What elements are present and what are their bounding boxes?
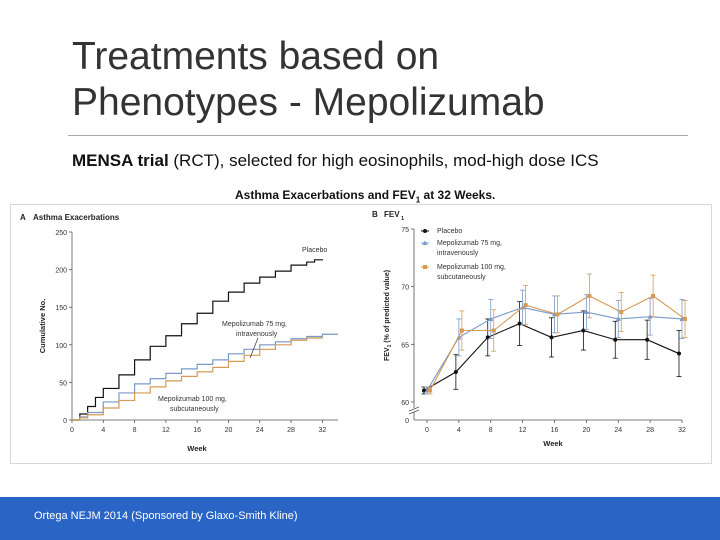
slide-title-line-2: Phenotypes - Mepolizumab [72, 81, 545, 124]
panel-b-point [555, 312, 560, 317]
panel-b-point [523, 303, 528, 308]
panel-b-axis-break-1 [408, 406, 420, 412]
panel-b-y-label: FEV1 (% of predicted value) [384, 270, 393, 361]
panel-b-title: FEV [384, 210, 400, 219]
panel-a-x-tick-label: 28 [287, 427, 295, 434]
panel-b-y-tick-label: 60 [401, 400, 409, 407]
panel-b-point [459, 328, 464, 333]
panel-a-x-tick-label: 20 [225, 427, 233, 434]
panel-b-x-tick-label: 0 [425, 427, 429, 434]
panel-a-x-tick-label: 32 [318, 427, 326, 434]
figure-caption-sub: 1 [415, 195, 421, 205]
footer-citation: Ortega NEJM 2014 (Sponsored by Glaxo-Smi… [34, 510, 298, 522]
panel-b-point [683, 316, 687, 321]
panel-a-series-line-0 [72, 259, 323, 421]
panel-b-x-tick-label: 12 [519, 427, 527, 434]
panel-b-legend-label: Mepolizumab 75 mg, [437, 240, 502, 247]
panel-b-point [488, 316, 494, 321]
panel-b-y-zero-label: 0 [405, 418, 409, 425]
panel-b-x-tick-label: 28 [646, 427, 654, 434]
panel-b-legend-label: Mepolizumab 100 mg, [437, 264, 506, 271]
panel-b-point [549, 335, 554, 340]
panel-a-x-tick-label: 0 [70, 427, 74, 434]
panel-b-x-tick-label: 16 [551, 427, 559, 434]
panel-b-point [491, 328, 496, 333]
panel-a-y-tick-label: 150 [55, 305, 67, 312]
panel-a-y-label: Cumulative No. [38, 299, 47, 354]
panel-b-y-tick-label: 65 [401, 342, 409, 349]
panel-a-letter: A [20, 213, 26, 222]
panel-b-legend-label: subcutaneously [437, 274, 486, 281]
panel-b-point [613, 337, 618, 342]
panel-b-x-tick-label: 24 [614, 427, 622, 434]
subtitle-study-type: (RCT) [168, 151, 220, 170]
panel-b-legend-marker [422, 240, 428, 245]
panel-b-x-tick-label: 4 [457, 427, 461, 434]
panel-b-point [453, 370, 458, 375]
panel-b-point [422, 388, 426, 393]
panel-a-y-tick-label: 50 [59, 380, 67, 387]
panel-a-label-iv-line1: Mepolizumab 75 mg, [222, 321, 287, 328]
subtitle-description: , selected for high eosinophils, mod-hig… [219, 151, 599, 170]
panel-b-y-tick-label: 70 [401, 285, 409, 292]
panel-a-x-tick-label: 24 [256, 427, 264, 434]
panel-b-y-label-pre: FEV [384, 347, 391, 361]
panel-b-legend-label: Placebo [437, 228, 462, 235]
slide-title-line-1: Treatments based on [72, 35, 440, 78]
panel-b-point [619, 310, 624, 315]
panel-b-axis-break-2 [408, 409, 420, 415]
figure-caption-pre: Asthma Exacerbations and FEV [235, 188, 416, 202]
panel-a-y-tick-label: 200 [55, 268, 67, 275]
panel-b-title-sub: 1 [401, 216, 404, 222]
panel-b-x-label: Week [543, 439, 563, 448]
panel-a-y-tick-label: 100 [55, 343, 67, 350]
panel-b-point [645, 337, 650, 342]
panel-a-x-tick-label: 8 [133, 427, 137, 434]
footer-bar [0, 497, 720, 540]
panel-b-point [647, 314, 653, 319]
panel-b-point [677, 351, 681, 356]
panel-b-legend-marker [423, 229, 427, 233]
panel-b-legend-marker [423, 265, 427, 269]
panel-a-label-iv-line2: intravenously [236, 331, 278, 338]
panel-b-x-tick-label: 32 [678, 427, 686, 434]
panel-a-title: Asthma Exacerbations [33, 213, 120, 222]
panel-a-x-tick-label: 4 [101, 427, 105, 434]
panel-b-x-tick-label: 20 [582, 427, 590, 434]
panel-b-point [587, 293, 592, 298]
panel-b-y-label-text: FEV1 (% of predicted value) [384, 270, 393, 361]
panel-b-y-label-post: (% of predicted value) [384, 270, 391, 345]
panel-a-label-placebo: Placebo [302, 247, 327, 254]
panel-a-label-sc-line1: Mepolizumab 100 mg, [158, 396, 227, 403]
panel-a-y-tick-label: 0 [63, 418, 67, 425]
title-divider [68, 135, 688, 136]
panel-a-x-label: Week [187, 444, 207, 453]
figure-caption: Asthma Exacerbations and FEV1 at 32 Week… [235, 188, 495, 204]
panel-a-label-iv-leader [249, 337, 259, 359]
panel-a-label-sc-line2: subcutaneously [170, 406, 219, 413]
figure-caption-post: at 32 Weeks. [420, 188, 496, 202]
panel-a-y-tick-label: 250 [55, 230, 67, 237]
panel-b-point [651, 293, 656, 298]
panel-b-x-tick-label: 8 [489, 427, 493, 434]
panel-b-point [428, 388, 432, 393]
panel-b-letter: B [372, 210, 378, 219]
slide-title: Treatments based on Phenotypes - Mepoliz… [72, 34, 672, 126]
panel-b-point [615, 316, 621, 321]
panel-a-x-tick-label: 16 [193, 427, 201, 434]
panel-a-series-line-2 [72, 337, 323, 421]
panel-b-y-label-sub: 1 [387, 344, 393, 347]
panel-b-point [583, 309, 589, 315]
panel-b-y-tick-label: 75 [401, 227, 409, 234]
panel-b-legend-label: intravenously [437, 250, 479, 257]
slide-subtitle: MENSA trial (RCT), selected for high eos… [72, 151, 599, 171]
panel-a-x-tick-label: 12 [162, 427, 170, 434]
subtitle-trial-name: MENSA trial [72, 151, 169, 170]
